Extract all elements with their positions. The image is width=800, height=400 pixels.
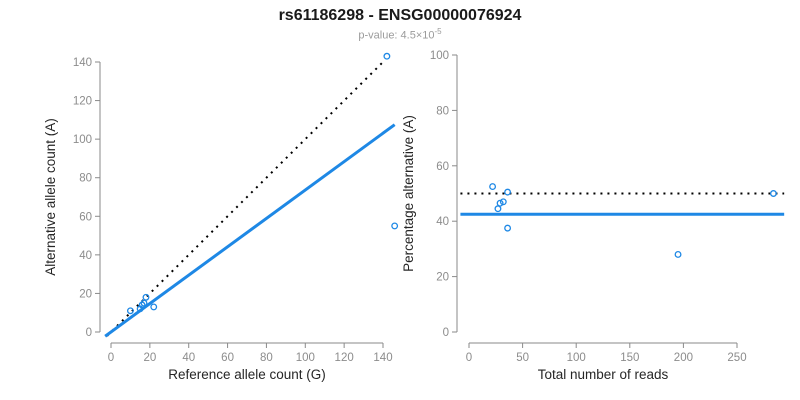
p-value-exponent: -5 xyxy=(434,27,442,36)
y-tick-label: 120 xyxy=(73,96,92,108)
figure-title: rs61186298 - ENSG00000076924 xyxy=(278,7,522,24)
charts-row: 0 20 40 60 80 100 120 140 0 20 40 60 80 100 120 140 Refe… xyxy=(0,45,800,400)
y-tick-label: 0 xyxy=(443,327,449,339)
data-point xyxy=(769,190,777,197)
data-point xyxy=(138,301,146,309)
y-tick-label: 20 xyxy=(436,272,449,284)
x-tick-label: 100 xyxy=(296,352,315,364)
y-tick-label: 0 xyxy=(86,327,92,339)
y-tick-label: 20 xyxy=(79,288,92,300)
data-point xyxy=(504,188,512,196)
y-tick-label: 40 xyxy=(436,216,449,228)
y-axis-label: Alternative allele count (A) xyxy=(43,118,58,276)
y-tick-label: 100 xyxy=(73,134,92,146)
x-tick-label: 100 xyxy=(567,352,586,364)
x-tick-label: 40 xyxy=(182,352,195,364)
y-tick-label: 80 xyxy=(79,173,92,185)
x-tick-label: 0 xyxy=(108,352,114,364)
y-tick-label: 140 xyxy=(73,57,92,69)
data-point xyxy=(150,303,158,311)
x-tick-label: 120 xyxy=(335,352,354,364)
y-tick-label: 80 xyxy=(436,105,449,117)
y-tick-label: 60 xyxy=(436,161,449,173)
data-point xyxy=(504,224,512,232)
x-tick-label: 140 xyxy=(373,352,392,364)
data-point xyxy=(494,205,502,213)
percentage-vs-reads-scatter-plot: 0 50 100 150 200 250 0 20 40 60 80 100 Total number … xyxy=(401,50,785,382)
data-point xyxy=(383,52,391,60)
data-point xyxy=(142,293,150,301)
data-point xyxy=(489,183,497,191)
allele-count-scatter-plot: 0 20 40 60 80 100 120 140 0 20 40 60 80 100 120 140 Refe… xyxy=(43,52,399,382)
y-tick-label: 40 xyxy=(79,250,92,262)
data-point xyxy=(136,305,144,313)
y-axis-label: Percentage alternative (A) xyxy=(401,115,416,272)
x-tick-label: 80 xyxy=(260,352,273,364)
x-tick-label: 250 xyxy=(727,352,746,364)
figure-subtitle: p-value: 4.5×10-5 xyxy=(0,27,800,42)
x-axis-label: Reference allele count (G) xyxy=(168,367,326,382)
x-tick-label: 60 xyxy=(221,352,234,364)
y-tick-label: 60 xyxy=(79,211,92,223)
x-tick-label: 20 xyxy=(143,352,156,364)
fitted-line xyxy=(104,123,396,338)
x-tick-label: 200 xyxy=(674,352,693,364)
p-value-text: p-value: 4.5×10 xyxy=(358,29,435,42)
x-tick-label: 50 xyxy=(516,352,529,364)
data-point xyxy=(674,250,682,258)
data-point xyxy=(391,222,399,230)
data-point xyxy=(496,199,504,207)
figure-header: rs61186298 - ENSG00000076924 p-value: 4.… xyxy=(0,0,800,45)
data-point xyxy=(140,299,148,307)
x-tick-label: 150 xyxy=(620,352,639,364)
x-tick-label: 0 xyxy=(466,352,472,364)
data-point xyxy=(126,307,134,315)
data-point xyxy=(499,198,507,206)
identity-line xyxy=(106,59,386,337)
y-tick-label: 100 xyxy=(430,50,449,62)
x-axis-label: Total number of reads xyxy=(538,367,669,382)
